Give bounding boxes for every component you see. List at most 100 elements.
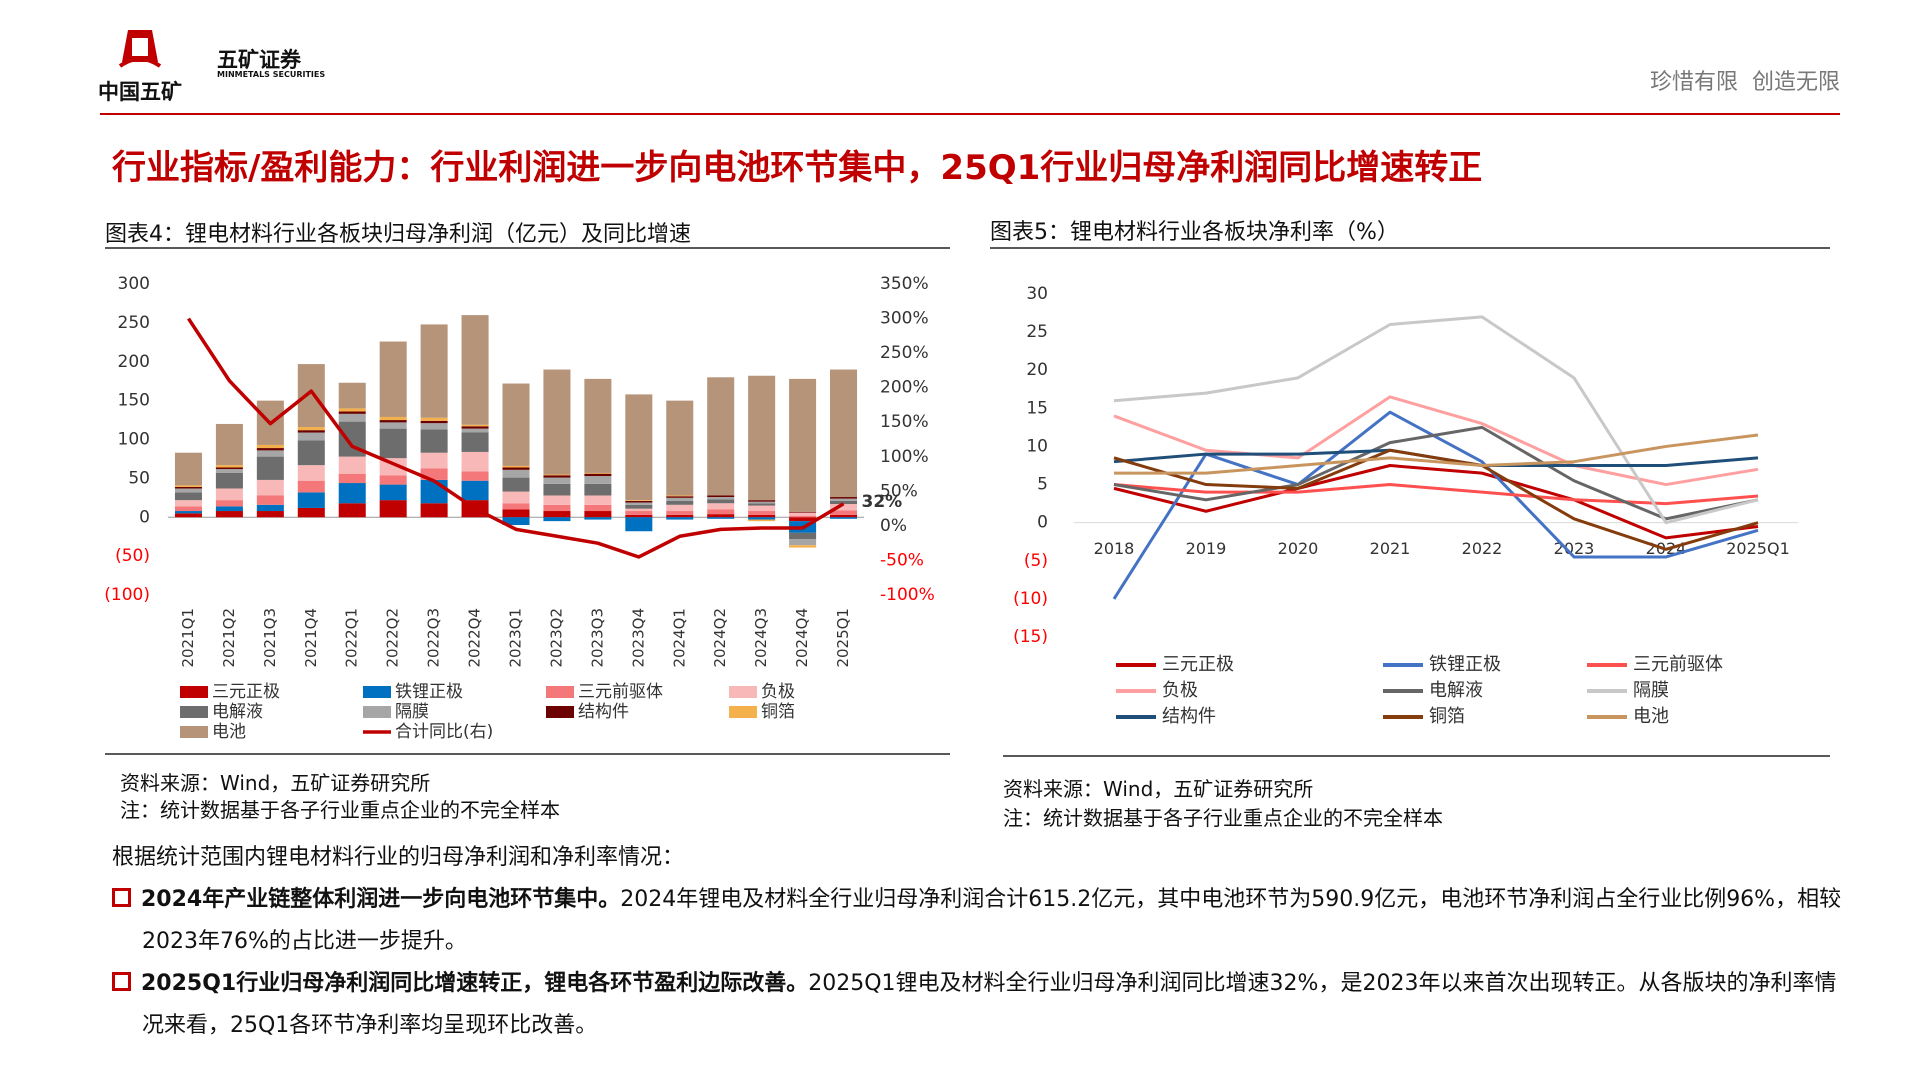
bar-segment: [502, 465, 530, 468]
legend-label: 三元正极: [1162, 654, 1234, 675]
bullet-bold: 2025Q1行业归母净利润同比增速转正，锂电各环节盈利边际改善。: [141, 971, 809, 996]
bar-segment: [625, 500, 653, 501]
bar-segment: [707, 377, 735, 496]
bar-segment: [584, 473, 612, 477]
bar-segment: [666, 511, 694, 515]
bar-segment: [174, 506, 202, 512]
bar-segment: [502, 509, 530, 518]
legend-swatch: [363, 686, 391, 698]
bar-segment: [297, 432, 325, 441]
x-tick-label: 2022Q1: [343, 608, 361, 668]
brand-en: MINMETALS SECURITIES: [217, 70, 326, 79]
bar-segment: [461, 428, 489, 433]
y-tick-label: 15: [1026, 398, 1048, 418]
bar-segment: [502, 383, 530, 466]
bar-segment: [297, 440, 325, 466]
legend-swatch: [180, 706, 208, 718]
x-tick-label: 2022: [1462, 539, 1503, 558]
bullet: 2025Q1行业归母净利润同比增速转正，锂电各环节盈利边际改善。2025Q1锂电…: [112, 963, 1852, 1047]
y-tick-label: 250: [118, 313, 150, 333]
bar-segment: [543, 475, 571, 478]
bar-segment: [748, 501, 776, 504]
bar-segment: [748, 519, 776, 522]
bar-segment: [625, 394, 653, 501]
x-tick-label: 2024Q4: [793, 608, 811, 668]
bar-segment: [830, 500, 858, 505]
line-series: [1113, 425, 1759, 521]
x-tick-label: 2021: [1370, 539, 1411, 558]
bar-segment: [748, 511, 776, 515]
bar-segment: [748, 517, 776, 520]
bar-segment: [584, 504, 612, 512]
bar-segment: [789, 532, 817, 540]
bar-segment: [174, 511, 202, 514]
legend-label: 铜箔: [1429, 706, 1465, 727]
y-tick-label: 0%: [880, 516, 907, 536]
bar-segment: [625, 514, 653, 518]
bar-segment: [830, 369, 858, 498]
bar-segment: [789, 539, 817, 546]
bar-segment: [543, 477, 571, 484]
bar-segment: [379, 484, 407, 501]
legend-swatch: [729, 686, 757, 698]
bar-segment: [584, 476, 612, 484]
y-tick-label: 30: [1026, 284, 1048, 304]
legend-label: 电解液: [1429, 680, 1483, 701]
bar-segment: [830, 504, 858, 511]
source-note: 注：统计数据基于各子行业重点企业的不完全样本: [120, 798, 560, 822]
bar-segment: [297, 507, 325, 518]
x-tick-label: 2025Q1: [834, 608, 852, 668]
x-tick-label: 2024Q3: [752, 608, 770, 668]
bar-segment: [625, 508, 653, 512]
y-tick-label: -100%: [880, 585, 935, 605]
line-series: [1113, 483, 1759, 506]
y-tick-label: 0: [1037, 513, 1048, 533]
bar-segment: [461, 426, 489, 429]
body-text: 根据统计范围内锂电材料行业的归母净利润和净利率情况： 2024年产业链整体利润进…: [112, 837, 1852, 1047]
bar-segment: [379, 428, 407, 459]
y-tick-label: 5: [1037, 475, 1048, 495]
bar-segment: [256, 456, 284, 480]
bar-segment: [707, 517, 735, 519]
bar-segment: [461, 480, 489, 501]
bar-segment: [297, 430, 325, 433]
legend-swatch: [546, 706, 574, 718]
bar-segment: [666, 500, 694, 505]
legend-label: 负极: [1162, 680, 1198, 701]
bar-segment: [625, 502, 653, 505]
source-note: 资料来源：Wind，五矿证券研究所: [1003, 777, 1314, 801]
y-tick-label: 50: [128, 468, 150, 488]
bar-segment: [502, 503, 530, 510]
y-tick-label: 300: [118, 274, 150, 294]
bar-segment: [461, 432, 489, 452]
bar-segment: [256, 511, 284, 518]
bar-segment: [830, 517, 858, 519]
bar-segment: [215, 467, 243, 470]
bar-segment: [789, 512, 817, 516]
bar-segment: [666, 496, 694, 498]
bar-segment: [543, 369, 571, 475]
bar-segment: [420, 423, 448, 430]
bar-segment: [707, 497, 735, 500]
source-note: 注：统计数据基于各子行业重点企业的不完全样本: [1003, 806, 1443, 830]
bar-segment: [297, 492, 325, 508]
legend-swatch: [180, 726, 208, 738]
y-tick-label: 150: [118, 391, 150, 411]
bar-segment: [297, 364, 325, 428]
bar-segment: [830, 514, 858, 518]
slogan: 珍惜有限 创造无限: [1650, 70, 1840, 95]
legend-label: 三元正极: [212, 682, 280, 702]
bar-segment: [584, 483, 612, 496]
y-tick-label: (50): [115, 546, 150, 566]
bar-segment: [256, 495, 284, 505]
bar-segment: [379, 422, 407, 429]
bar-segment: [256, 479, 284, 496]
x-tick-label: 2024Q2: [711, 608, 729, 668]
y-tick-label: 10: [1026, 436, 1048, 456]
bullet-text: 2024年锂电及材料全行业归母净利润合计615.2亿元，其中电池环节为590.9…: [142, 887, 1842, 954]
y-tick-label: (5): [1024, 551, 1048, 571]
bar-segment: [420, 429, 448, 453]
x-tick-label: 2022Q3: [425, 608, 443, 668]
bar-segment: [461, 424, 489, 427]
bar-segment: [543, 483, 571, 496]
